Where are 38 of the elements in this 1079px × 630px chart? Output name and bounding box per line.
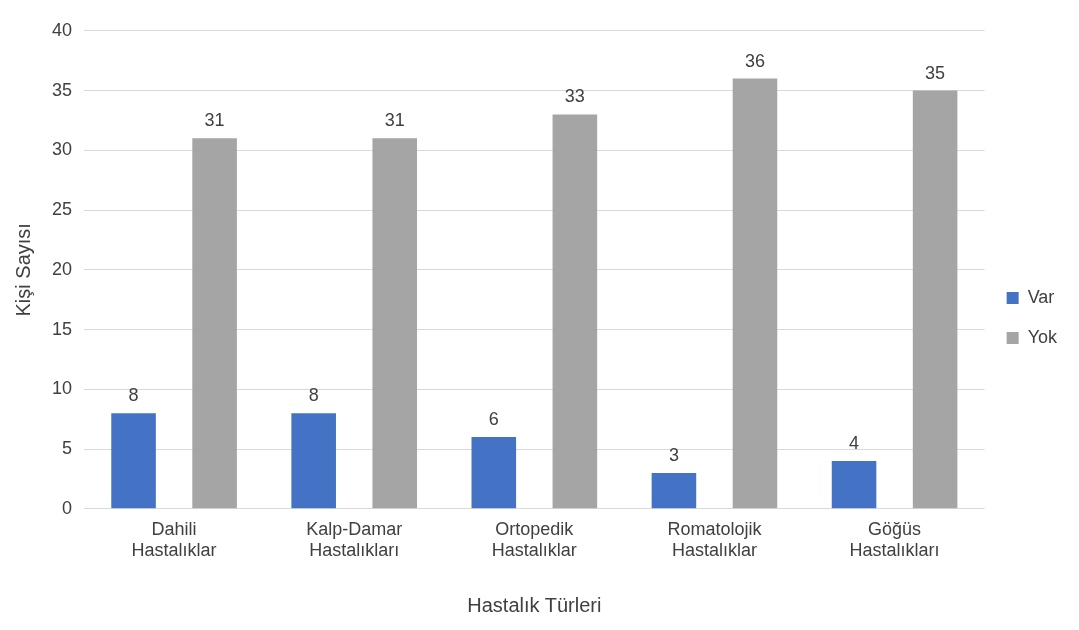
y-tick-label: 40 xyxy=(51,19,73,40)
data-label: 8 xyxy=(128,385,139,406)
y-tick-label: 20 xyxy=(51,258,73,279)
y-tick-label: 35 xyxy=(51,79,73,100)
y-tick-label: 10 xyxy=(51,378,73,399)
data-label: 6 xyxy=(488,409,499,430)
data-label: 8 xyxy=(308,385,319,406)
x-tick-label: Göğüs Hastalıkları xyxy=(849,518,940,561)
x-axis-title: Hastalık Türleri xyxy=(467,593,602,616)
y-tick-label: 25 xyxy=(51,199,73,220)
data-label: 33 xyxy=(564,86,585,107)
legend-label: Yok xyxy=(1027,326,1058,347)
bar xyxy=(552,114,598,509)
bar xyxy=(831,461,877,509)
bar xyxy=(291,413,336,509)
bar xyxy=(192,138,237,509)
data-label: 36 xyxy=(744,50,765,71)
bar xyxy=(372,138,418,509)
y-tick-label: 15 xyxy=(51,318,73,339)
data-label: 31 xyxy=(384,110,405,131)
data-label: 35 xyxy=(925,62,946,83)
x-tick-label: Ortopedik Hastalıklar xyxy=(491,518,577,561)
data-label: 4 xyxy=(849,432,860,453)
data-label: 3 xyxy=(668,444,679,465)
y-tick-label: 0 xyxy=(62,497,73,518)
y-tick-label: 5 xyxy=(62,438,73,459)
y-axis-title: Kişi Sayısı xyxy=(11,223,34,317)
data-label: 31 xyxy=(204,110,225,131)
x-tick-label: Romatolojik Hastalıklar xyxy=(667,518,763,561)
bar xyxy=(111,413,156,509)
y-tick-label: 30 xyxy=(51,139,73,160)
legend-label: Var xyxy=(1027,286,1055,307)
x-tick-label: Dahili Hastalıklar xyxy=(131,518,217,561)
bar xyxy=(471,437,517,509)
x-tick-label: Kalp-Damar Hastalıkları xyxy=(306,518,403,561)
bar xyxy=(651,472,697,509)
bar xyxy=(912,90,958,509)
bar xyxy=(732,78,778,509)
